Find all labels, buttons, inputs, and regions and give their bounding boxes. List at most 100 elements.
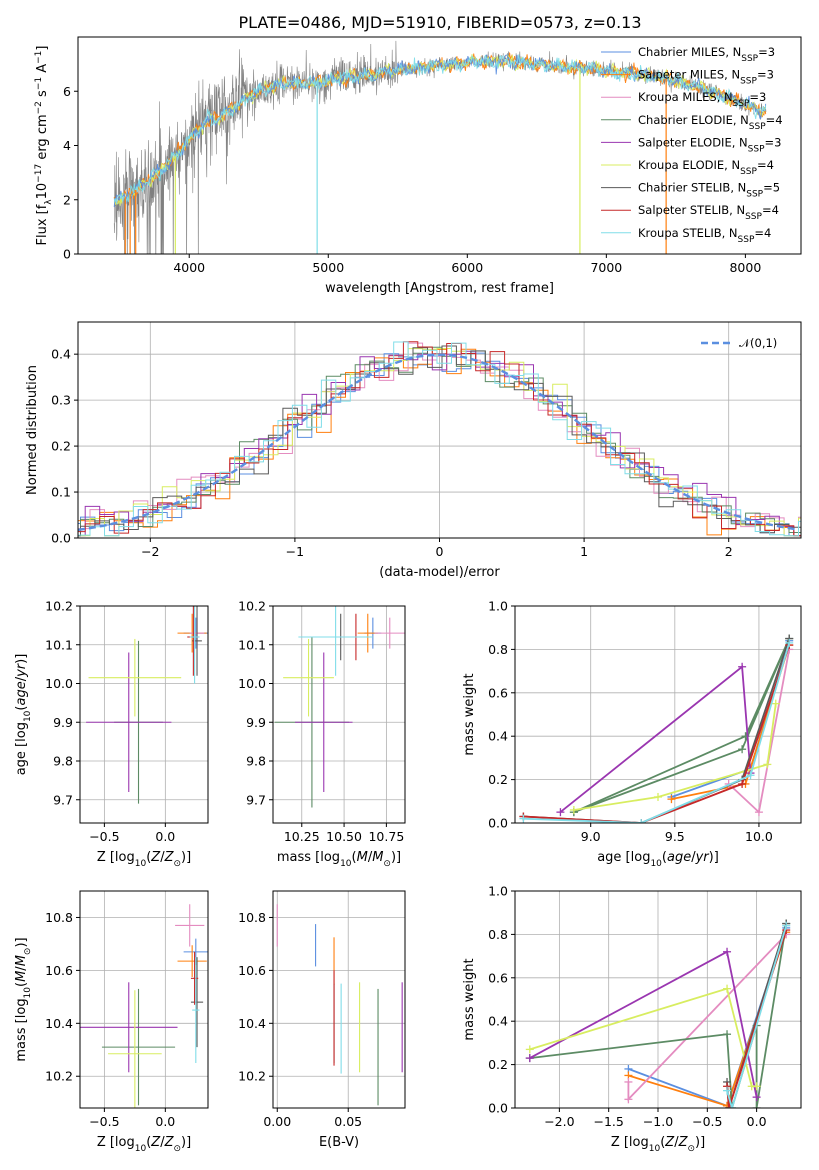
label-part: SSP: [745, 212, 762, 222]
x-tick-label: 0.05: [334, 1114, 362, 1129]
label-part: Chabrier MILES, N: [638, 45, 741, 59]
label-part: )]: [181, 850, 191, 865]
x-tick-label: 0.0: [747, 1114, 767, 1129]
x-axis-label: Z [log10(Z/Z⊙)]: [97, 1135, 191, 1154]
x-tick-label: 9.5: [665, 829, 685, 844]
label-part: /: [14, 966, 29, 971]
label-part: λ: [44, 199, 54, 205]
x-tick-label: −0.5: [692, 1114, 722, 1129]
label-part: 10: [23, 987, 33, 999]
label-part: /: [368, 850, 373, 865]
label-part: SSP: [749, 122, 766, 132]
x-tick-label: 0.0: [155, 829, 175, 844]
label-part: M: [357, 850, 368, 865]
x-tick-label: −1.5: [594, 1114, 624, 1129]
normal-reference-curve: [78, 353, 799, 532]
weight-line-c5: [529, 987, 757, 1088]
label-part: mass [log: [277, 850, 340, 865]
weight-line-c8: [726, 925, 788, 1108]
label-part: Kroupa STELIB, N: [638, 226, 738, 240]
mass-weight-vs-age-panel: 9.0 9.5 10.0 0.0 0.2 0.4 0.6 0.8 1.0 age [log10(a…: [462, 599, 802, 869]
label-part: Z [log: [97, 850, 135, 865]
label-part: Salpeter MILES, N: [638, 68, 740, 82]
label-part: ⊙: [687, 1144, 695, 1154]
y-tick-label: 10.1: [45, 637, 73, 652]
y-tick-label: 9.9: [246, 715, 266, 730]
y-tick-label: 10.4: [45, 1016, 73, 1031]
label-part: −1: [34, 51, 44, 64]
legend-label: Chabrier STELIB, NSSP=5: [638, 181, 780, 200]
y-tick-label: 2: [63, 192, 71, 207]
x-axis-label: Z [log10(Z/Z⊙)]: [611, 1135, 705, 1154]
y-tick-label: 10.4: [238, 1016, 266, 1031]
x-tick-label: 5000: [312, 260, 344, 275]
weight-line-c7: [523, 644, 791, 823]
label-part: )]: [14, 937, 29, 947]
y-tick-label: 0.4: [51, 347, 71, 362]
weight-line-c1: [671, 640, 791, 798]
label-part: 10: [23, 710, 33, 722]
label-part: Z: [150, 850, 161, 865]
label-part: Z: [150, 1135, 161, 1150]
label-part: SSP: [740, 167, 757, 177]
x-tick-label: −1.0: [643, 1114, 673, 1129]
label-part: =3: [757, 68, 774, 82]
y-tick-label: 0.3: [51, 393, 71, 408]
y-axis-label: mass weight: [462, 673, 477, 755]
label-part: ⊙: [383, 859, 391, 869]
x-tick-label: 4000: [173, 260, 205, 275]
label-part: (: [146, 850, 151, 865]
plot-area: [276, 904, 403, 1106]
y-tick-label: 0.4: [488, 1014, 508, 1029]
label-part: age: [667, 850, 691, 865]
y-tick-label: 0.8: [488, 642, 508, 657]
label-part: yr: [14, 662, 29, 678]
label-part: Z [log: [611, 1135, 649, 1150]
label-part: /: [674, 1135, 679, 1150]
y-tick-label: 10.2: [238, 1069, 266, 1084]
label-part: ]: [35, 46, 50, 51]
label-part: =4: [762, 203, 779, 217]
histogram-c1: [78, 352, 801, 537]
label-part: −1: [34, 77, 44, 90]
x-tick-label: −0.5: [89, 829, 119, 844]
label-part: M: [14, 955, 29, 966]
label-part: A: [35, 64, 50, 77]
label-part: =3: [749, 90, 766, 104]
residuals-panel: −2 −1 0 1 2 0.0 0.1 0.2 0.3 0.4 (data-model)/error…: [25, 321, 802, 580]
legend-label: Salpeter STELIB, NSSP=4: [638, 203, 779, 222]
label-part: (: [660, 1135, 665, 1150]
y-tick-label: 0.0: [488, 816, 508, 831]
y-tick-label: 0.8: [488, 927, 508, 942]
label-part: Z: [664, 1135, 675, 1150]
histogram-c7: [78, 341, 801, 537]
x-tick-label: −2.0: [544, 1114, 574, 1129]
y-tick-label: 0.4: [488, 729, 508, 744]
label-part: ⊙: [173, 1144, 181, 1154]
x-tick-label: 6000: [451, 260, 483, 275]
label-part: age [log: [14, 722, 29, 775]
x-tick-label: 8000: [729, 260, 761, 275]
label-part: (: [14, 982, 29, 987]
x-tick-label: 0: [436, 544, 444, 559]
y-tick-label: 9.7: [53, 792, 73, 807]
label-part: SSP: [748, 144, 765, 154]
label-part: )]: [14, 654, 29, 664]
label-part: Chabrier ELODIE, N: [638, 113, 749, 127]
label-part: s: [35, 90, 50, 101]
y-tick-label: 9.8: [53, 754, 73, 769]
y-tick-label: 10.2: [238, 599, 266, 614]
axes-frame: [79, 605, 209, 824]
label-part: =4: [754, 226, 771, 240]
x-axis-label: E(B-V): [319, 1135, 359, 1150]
label-part: 10: [340, 859, 352, 869]
label-part: =4: [757, 158, 774, 172]
label-part: 10: [650, 859, 662, 869]
legend-label: Salpeter MILES, NSSP=3: [638, 68, 774, 87]
label-part: SSP: [733, 99, 750, 109]
label-part: =5: [763, 181, 780, 195]
x-axis-label: Z [log10(Z/Z⊙)]: [97, 850, 191, 869]
axes-frame: [79, 890, 209, 1109]
weight-line-c3: [573, 638, 791, 813]
label-part: Kroupa MILES, N: [638, 90, 733, 104]
